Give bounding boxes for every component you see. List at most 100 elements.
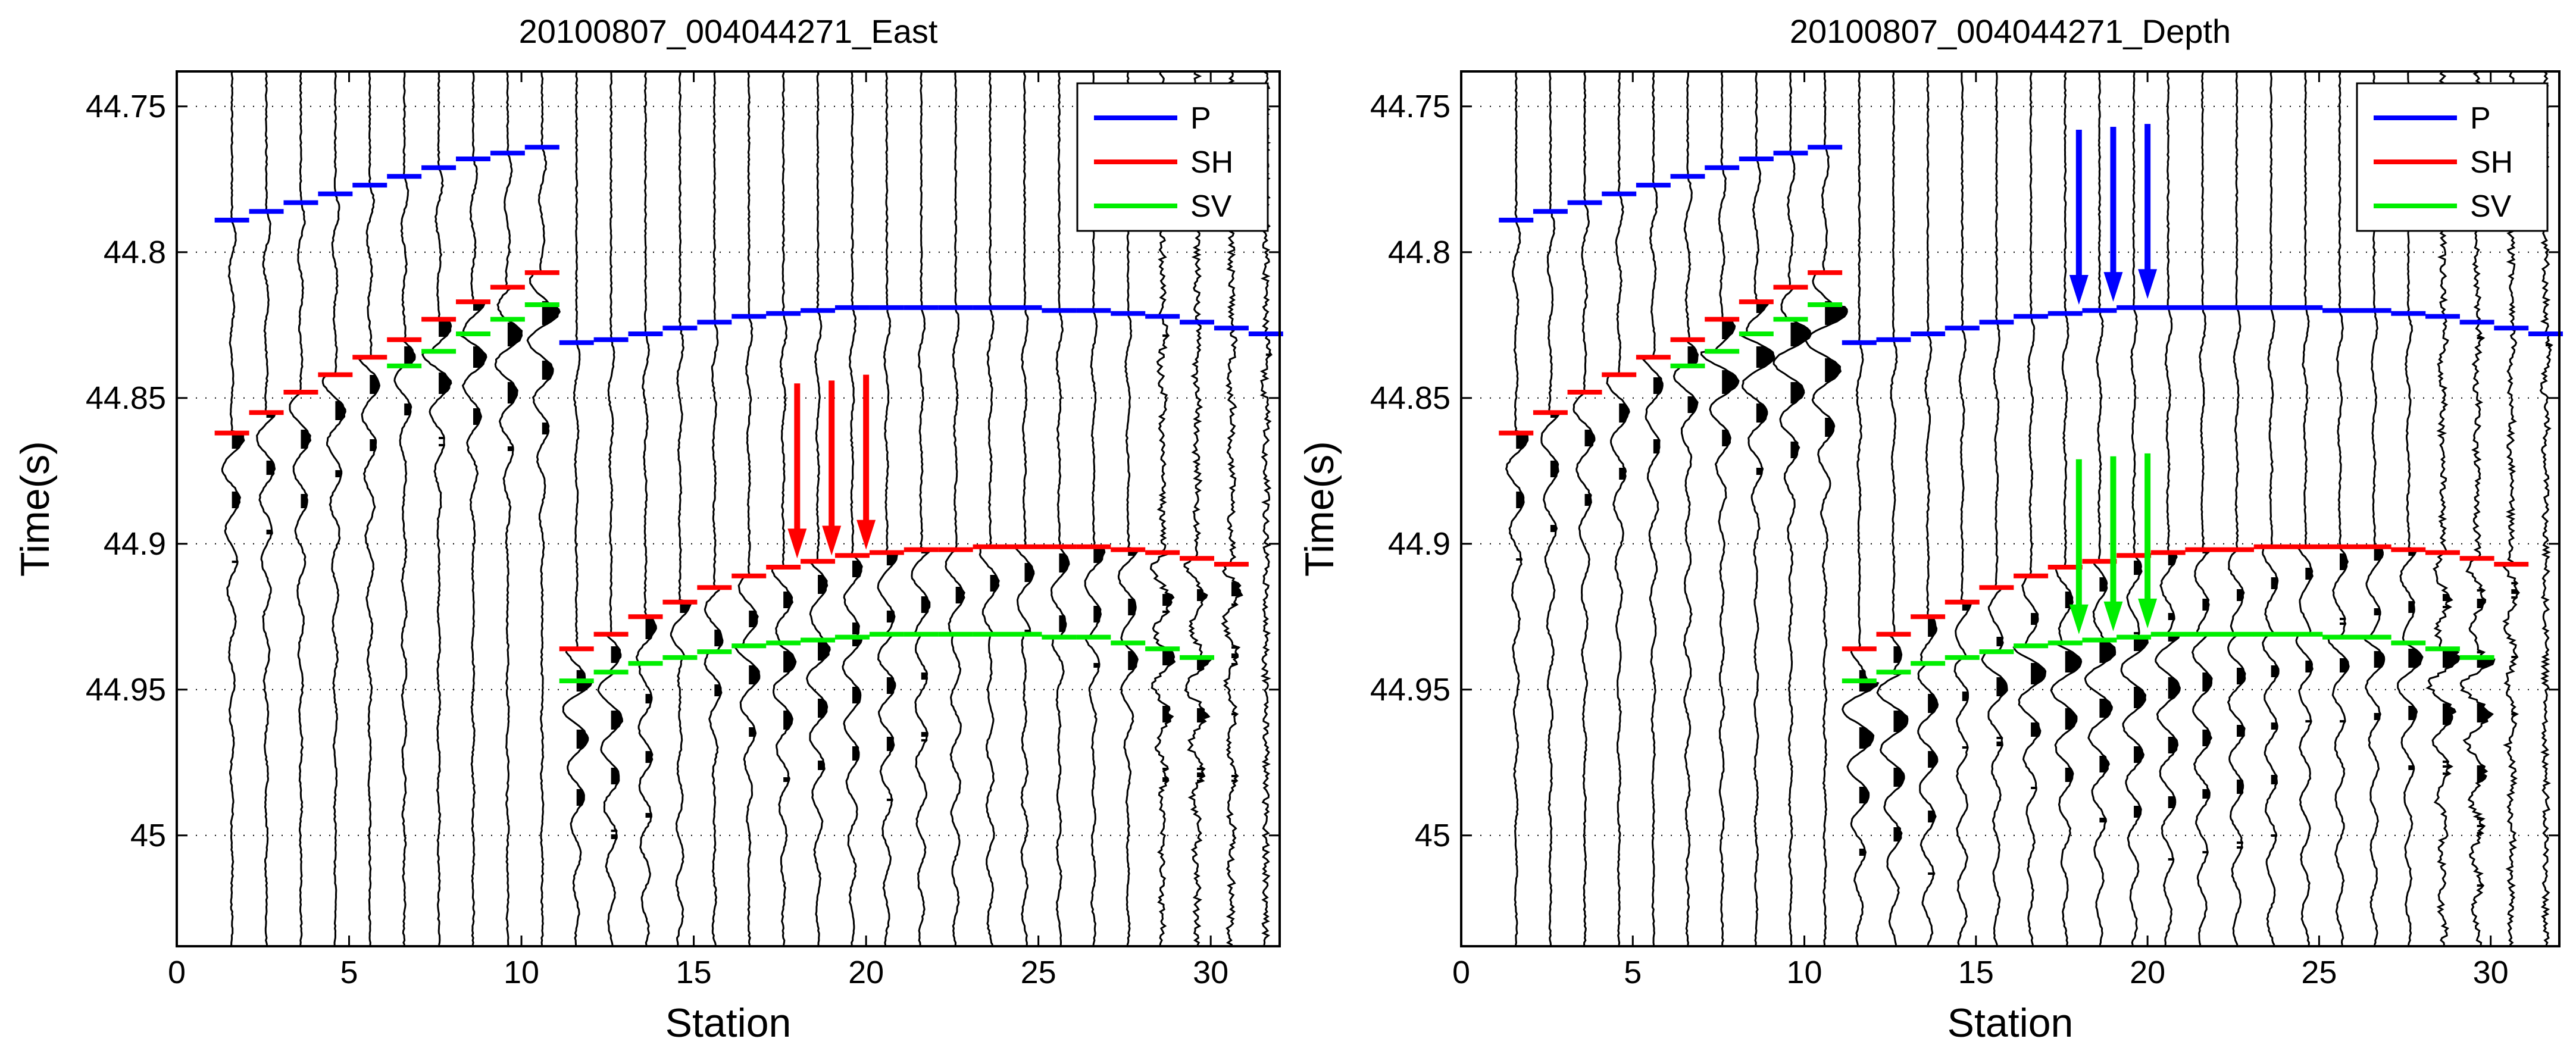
- legend-label-p: P: [1190, 101, 1211, 136]
- y-tick-label: 44.8: [1388, 234, 1450, 270]
- x-tick-label: 10: [1787, 955, 1822, 990]
- axes-frame: [1460, 70, 2561, 947]
- x-tick-label: 30: [2473, 955, 2509, 990]
- x-tick-label: 5: [340, 955, 358, 990]
- arrow-head: [2069, 275, 2089, 305]
- seismic-trace: [911, 71, 933, 946]
- x-tick-label: 20: [2130, 955, 2165, 990]
- x-tick-label: 0: [1452, 955, 1470, 990]
- trace-group: [221, 71, 1273, 946]
- seismic-trace: [2120, 71, 2149, 946]
- seismic-trace: [1772, 71, 1812, 946]
- seismic-trace: [1739, 71, 1775, 946]
- x-tick-label: 15: [676, 955, 712, 990]
- legend-label-sh: SH: [1190, 145, 1233, 180]
- seismic-trace: [842, 71, 863, 946]
- seismic-trace: [1672, 71, 1699, 946]
- y-axis-label: Time(s): [1297, 441, 1342, 577]
- seismic-trace: [1573, 71, 1596, 945]
- seismic-trace: [2191, 71, 2213, 946]
- seismic-trace: [978, 71, 1000, 946]
- seismic-trace: [1606, 71, 1630, 946]
- seismic-trace: [806, 71, 831, 945]
- seismic-trace: [393, 71, 416, 946]
- seismic-trace: [670, 71, 692, 946]
- y-tick-label: 44.75: [86, 89, 166, 124]
- y-tick-label: 44.95: [1370, 672, 1450, 708]
- seismic-trace: [2012, 71, 2047, 946]
- y-tick-label: 44.8: [104, 234, 166, 270]
- seismic-trace: [1013, 71, 1035, 946]
- y-tick-label: 45: [130, 818, 166, 853]
- series-sh: [1499, 270, 2529, 652]
- y-tick-label: 44.85: [1370, 380, 1450, 416]
- chart-title: 20100807_004044271_East: [519, 12, 938, 50]
- arrow-head: [787, 528, 807, 559]
- seismic-trace: [2295, 71, 2314, 946]
- seismic-trace: [2050, 71, 2083, 946]
- seismic-trace: [494, 71, 523, 946]
- y-axis-label: Time(s): [12, 441, 58, 577]
- legend-label-sh: SH: [2470, 145, 2513, 180]
- east-component-panel: 20100807_004044271_East 0 5 10 15 20 25 30 44.75…: [12, 12, 1283, 1046]
- y-tick-label: 44.85: [86, 380, 166, 416]
- arrow-head: [822, 525, 842, 556]
- legend: P SH SV: [2356, 82, 2549, 232]
- x-axis-label: Station: [665, 1000, 792, 1046]
- x-tick-label: 20: [848, 955, 884, 990]
- seismic-trace: [2262, 71, 2280, 946]
- seismic-trace: [1641, 71, 1664, 946]
- series-p: [214, 145, 1283, 345]
- seismic-trace: [945, 71, 965, 946]
- y-tick-label: 44.95: [86, 672, 166, 708]
- x-axis-label: Station: [1947, 1000, 2074, 1046]
- seismic-trace: [358, 71, 381, 946]
- x-tick-label: 25: [1021, 955, 1056, 990]
- seismic-trace: [704, 71, 724, 946]
- seismic-trace: [1876, 71, 1909, 946]
- legend-label-p: P: [2470, 101, 2491, 136]
- arrow-head: [2103, 272, 2123, 302]
- arrow-head: [856, 520, 876, 550]
- depth-component-panel: 20100807_004044271_Depth 0 5 10 15 20 25 30 44.7…: [1297, 12, 2563, 1046]
- seismic-trace: [2227, 71, 2246, 946]
- seismic-trace: [1700, 71, 1740, 945]
- seismic-trace: [2155, 71, 2181, 946]
- legend-label-sv: SV: [1190, 189, 1232, 224]
- seismic-trace: [321, 71, 346, 946]
- seismic-trace: [526, 71, 561, 946]
- seismic-trace: [877, 71, 899, 946]
- y-tick-label: 45: [1415, 818, 1450, 853]
- series-p: [1499, 145, 2563, 345]
- y-tick-label: 44.75: [1370, 89, 1450, 124]
- x-tick-label: 30: [1193, 955, 1228, 990]
- seismic-trace: [2084, 71, 2117, 946]
- legend: P SH SV: [1076, 82, 1269, 232]
- arrow-head: [2103, 601, 2123, 631]
- arrow-head: [2138, 598, 2158, 628]
- seismic-trace: [1917, 71, 1939, 946]
- seismic-trace: [597, 71, 624, 946]
- legend-box: [1076, 82, 1269, 232]
- seismic-trace: [256, 71, 277, 946]
- seismic-trace: [1540, 71, 1561, 946]
- y-tick-label: 44.9: [104, 526, 166, 562]
- seismic-trace: [733, 71, 761, 946]
- x-tick-label: 10: [504, 955, 539, 990]
- arrow-head: [2138, 269, 2158, 299]
- series-sh: [214, 270, 1249, 652]
- x-tick-label: 25: [2301, 955, 2337, 990]
- chart-title: 20100807_004044271_Depth: [1790, 12, 2231, 50]
- seismic-trace: [1981, 71, 2008, 946]
- seismic-trace: [1842, 71, 1880, 946]
- x-tick-label: 15: [1958, 955, 1994, 990]
- seismic-trace: [1804, 71, 1848, 946]
- axes-frame: [176, 70, 1281, 947]
- seismic-trace: [1953, 71, 1972, 946]
- x-tick-label: 0: [168, 955, 186, 990]
- seismic-trace: [459, 71, 487, 946]
- seismic-trace: [562, 71, 593, 946]
- arrow-head: [2069, 604, 2089, 634]
- series-sv: [387, 302, 1215, 684]
